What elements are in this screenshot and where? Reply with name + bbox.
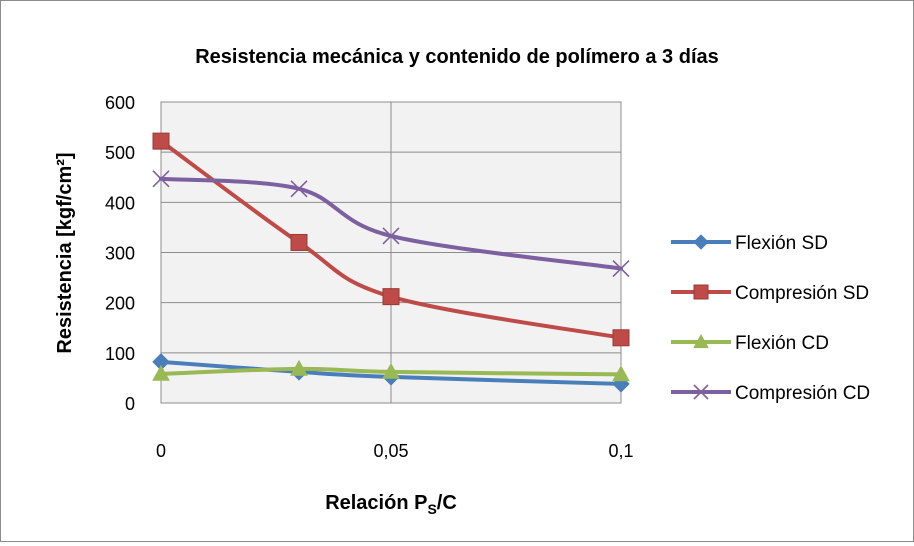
series-1 bbox=[152, 132, 630, 347]
series-line bbox=[159, 139, 623, 340]
gridlines bbox=[161, 102, 621, 403]
data-point-marker bbox=[382, 288, 400, 306]
y-tick-label: 400 bbox=[105, 193, 135, 213]
series-group bbox=[152, 132, 630, 393]
legend-marker bbox=[693, 234, 709, 250]
x-axis-label-subscript: S bbox=[427, 501, 436, 517]
x-tick-label: 0,1 bbox=[608, 441, 633, 461]
y-tick-label: 100 bbox=[105, 344, 135, 364]
legend-label: Flexión SD bbox=[735, 233, 828, 254]
data-point-marker bbox=[612, 259, 630, 278]
data-point-marker bbox=[152, 364, 170, 381]
series-line bbox=[159, 366, 623, 377]
series-line bbox=[159, 359, 623, 386]
data-point-marker bbox=[290, 359, 308, 376]
legend-label: Flexión CD bbox=[735, 333, 829, 354]
y-tick-label: 300 bbox=[105, 244, 135, 264]
legend-label: Compresión SD bbox=[735, 283, 869, 304]
series-3 bbox=[152, 170, 630, 278]
data-point-marker bbox=[152, 170, 170, 188]
x-axis-label-main: Relación P bbox=[325, 492, 427, 514]
legend-item: Compresión SD bbox=[671, 283, 869, 304]
x-axis-label: Relación PS/C bbox=[325, 492, 457, 517]
data-point-marker bbox=[382, 227, 400, 245]
legend-label: Compresión CD bbox=[735, 383, 870, 404]
legend-marker bbox=[693, 333, 709, 349]
y-tick-label: 0 bbox=[125, 394, 135, 414]
legend-item: Flexión CD bbox=[671, 333, 829, 354]
data-point-marker bbox=[612, 329, 630, 347]
legend-marker bbox=[693, 384, 709, 400]
data-point-marker bbox=[152, 132, 170, 150]
x-axis-label-tail: /C bbox=[437, 492, 457, 514]
y-axis-ticks: 0 100 200 300 400 500 600 bbox=[105, 93, 135, 414]
legend-marker bbox=[693, 284, 709, 300]
y-tick-label: 200 bbox=[105, 294, 135, 314]
y-tick-label: 500 bbox=[105, 143, 135, 163]
data-point-marker bbox=[290, 180, 308, 198]
x-tick-label: 0,05 bbox=[373, 441, 408, 461]
data-point-marker bbox=[290, 233, 308, 251]
x-axis-ticks: 0 0,05 0,1 bbox=[156, 441, 634, 461]
legend: Flexión SD Compresión SD Flexión CD Compres… bbox=[671, 233, 870, 404]
series-line bbox=[159, 176, 623, 271]
y-tick-label: 600 bbox=[105, 93, 135, 113]
data-point-marker bbox=[612, 365, 630, 382]
x-tick-label: 0 bbox=[156, 441, 166, 461]
series-2 bbox=[152, 359, 630, 382]
legend-item: Flexión SD bbox=[671, 233, 828, 254]
data-point-marker bbox=[382, 362, 400, 379]
y-axis-label: Resistencia [kgf/cm²] bbox=[54, 152, 76, 353]
chart-title: Resistencia mecánica y contenido de polí… bbox=[195, 46, 719, 68]
legend-item: Compresión CD bbox=[671, 383, 870, 404]
